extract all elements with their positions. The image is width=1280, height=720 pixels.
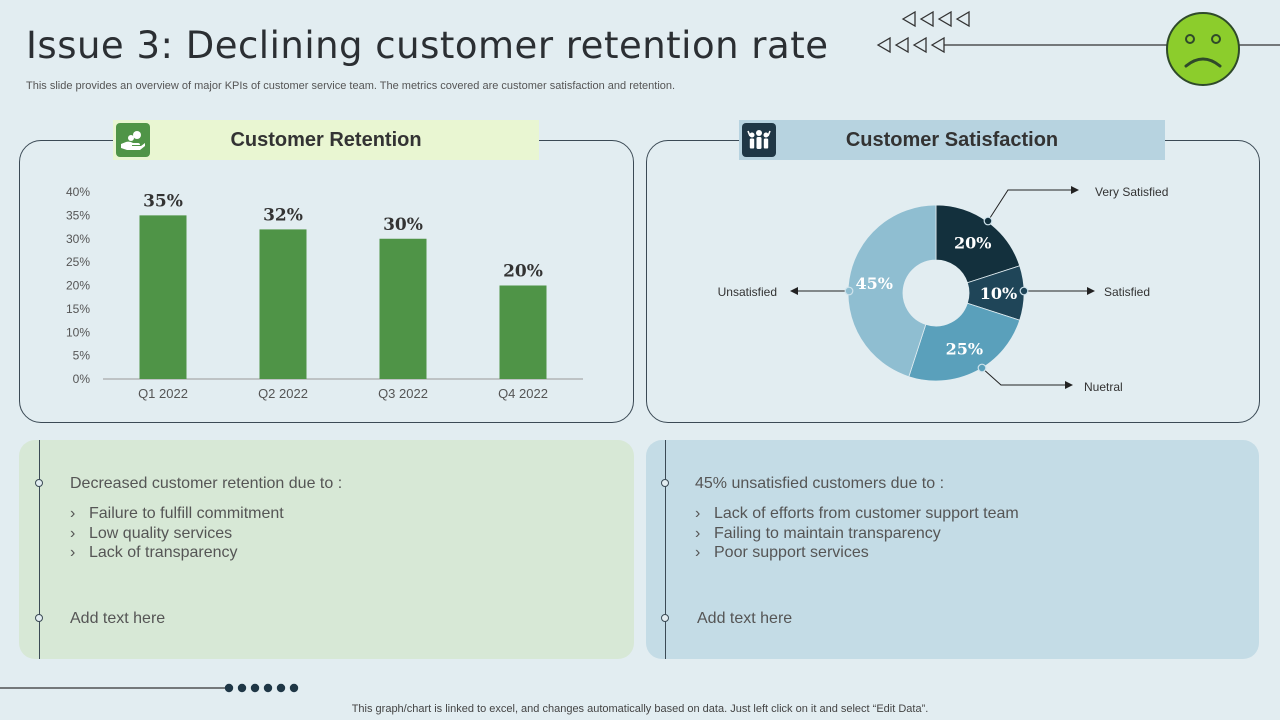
slice-data-label: 10%: [980, 284, 1017, 303]
y-tick-label: 10%: [66, 325, 90, 339]
list-item: Low quality services: [70, 524, 284, 544]
callout-dot: [977, 363, 987, 373]
list-item: Failure to fulfill commitment: [70, 504, 284, 524]
card-timeline-dot: [35, 614, 43, 622]
list-item: Lack of transparency: [70, 543, 284, 563]
retention-header: Customer Retention: [113, 120, 539, 160]
x-tick-label: Q3 2022: [378, 386, 428, 401]
donut-slice: [847, 204, 937, 378]
slice-data-label: 45%: [856, 274, 893, 293]
bar: [499, 285, 547, 379]
slice-data-label: 25%: [946, 340, 983, 359]
y-tick-label: 25%: [66, 255, 90, 269]
card-timeline-dot: [35, 479, 43, 487]
hand-coins-icon: [116, 123, 150, 157]
list-item: Failing to maintain transparency: [695, 524, 1019, 544]
retention-reasons-list: Failure to fulfill commitment Low qualit…: [70, 504, 284, 563]
retention-header-label: Customer Retention: [230, 128, 422, 151]
legend-label: Very Satisfied: [1095, 185, 1168, 199]
x-tick-label: Q4 2022: [498, 386, 548, 401]
x-tick-label: Q2 2022: [258, 386, 308, 401]
bar-data-label: 32%: [263, 205, 303, 225]
unsatisfied-reasons-heading: 45% unsatisfied customers due to :: [695, 475, 945, 492]
bar-data-label: 20%: [503, 262, 543, 282]
footer-note: This graph/chart is linked to excel, and…: [351, 703, 929, 715]
satisfaction-header: Customer Satisfaction: [739, 120, 1165, 160]
card-timeline-line: [665, 440, 667, 659]
y-tick-label: 15%: [66, 302, 90, 316]
bar-data-label: 35%: [143, 191, 183, 211]
card-timeline-dot: [661, 479, 669, 487]
y-tick-label: 35%: [66, 208, 90, 222]
card-timeline-dot: [661, 614, 669, 622]
callout-dot: [844, 286, 854, 296]
legend-label: Unsatisfied: [718, 285, 777, 299]
callout-line: [981, 367, 1073, 389]
page-subtitle: This slide provides an overview of major…: [26, 80, 676, 92]
callout-dot: [1019, 286, 1029, 296]
y-tick-label: 30%: [66, 232, 90, 246]
callout-line: [987, 186, 1079, 222]
slice-data-label: 20%: [954, 233, 991, 252]
triangle-arrows-icon: [876, 10, 970, 54]
unsatisfied-reasons-list: Lack of efforts from customer support te…: [695, 504, 1019, 563]
y-tick-label: 0%: [73, 372, 91, 386]
donut-slice: [908, 302, 1021, 382]
y-tick-label: 40%: [66, 185, 90, 199]
y-tick-label: 5%: [73, 349, 91, 363]
bar: [379, 238, 427, 379]
y-tick-label: 20%: [66, 279, 90, 293]
bar: [139, 215, 187, 379]
list-item: Poor support services: [695, 543, 1019, 563]
bar-data-label: 30%: [383, 215, 423, 235]
callout-dot: [983, 216, 993, 226]
retention-reasons-card: Decreased customer retention due to : Fa…: [19, 440, 634, 659]
bar: [259, 229, 307, 379]
people-group-icon: [742, 123, 776, 157]
unsatisfied-reasons-card: 45% unsatisfied customers due to : Lack …: [646, 440, 1259, 659]
list-item: Lack of efforts from customer support te…: [695, 504, 1019, 524]
satisfaction-header-label: Customer Satisfaction: [845, 128, 1059, 151]
card-timeline-line: [39, 440, 41, 659]
add-text-placeholder[interactable]: Add text here: [697, 610, 793, 627]
legend-label: Satisfied: [1104, 285, 1150, 299]
sad-face-icon: [1166, 12, 1240, 86]
legend-label: Nuetral: [1084, 380, 1123, 394]
add-text-placeholder[interactable]: Add text here: [70, 610, 166, 627]
x-tick-label: Q1 2022: [138, 386, 188, 401]
retention-reasons-heading: Decreased customer retention due to :: [70, 475, 343, 492]
donut-slice: [935, 204, 1021, 284]
bottom-dots: [224, 683, 299, 693]
page-title: Issue 3: Declining customer retention ra…: [26, 24, 829, 67]
